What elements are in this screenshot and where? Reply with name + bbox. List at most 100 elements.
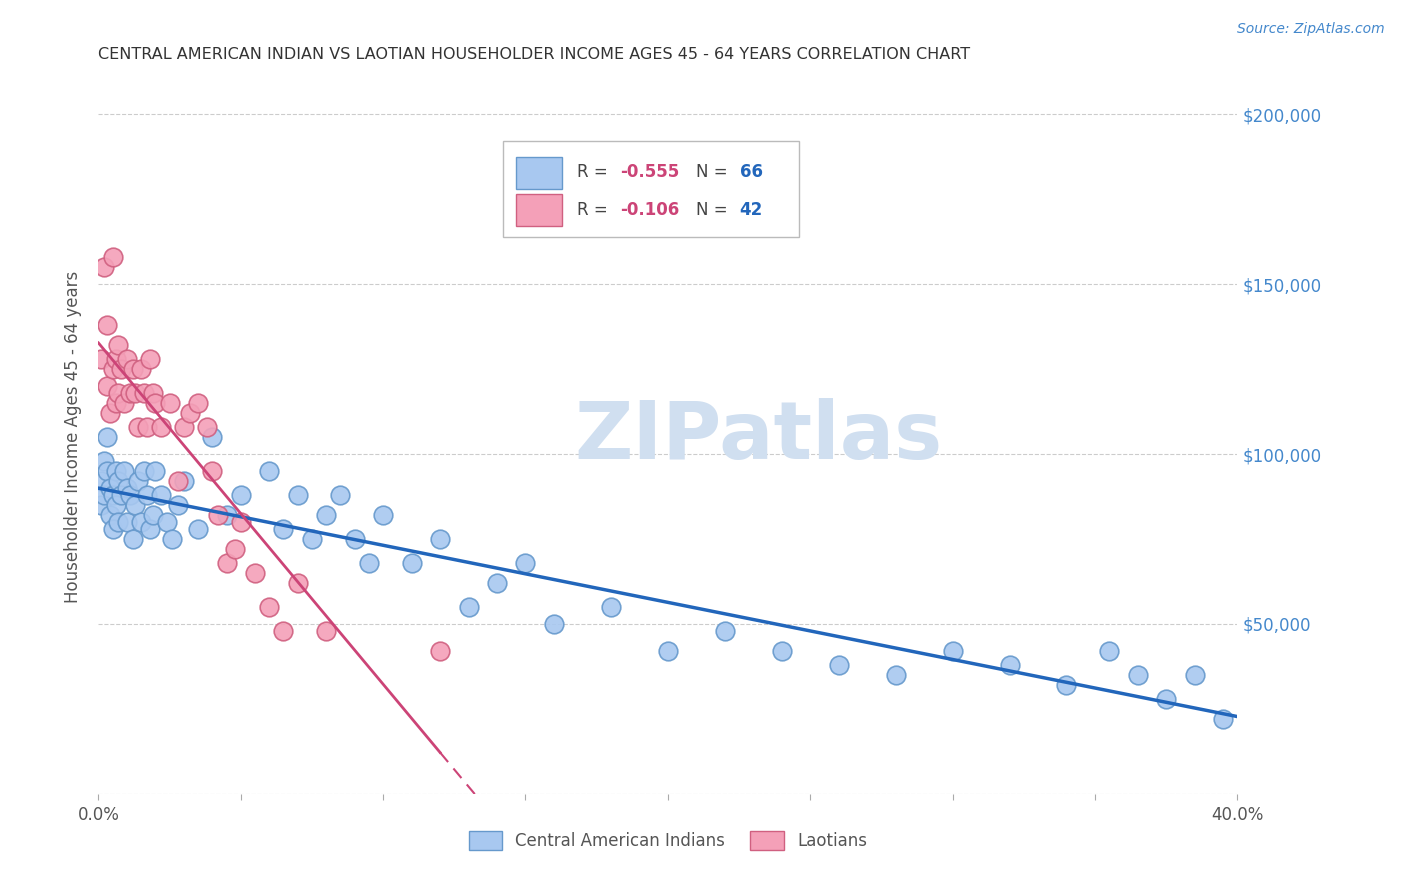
Point — [138, 522, 160, 536]
Point — [429, 532, 451, 546]
Point — [150, 488, 173, 502]
Point — [127, 475, 149, 489]
Point — [224, 542, 246, 557]
Point — [145, 464, 167, 478]
Point — [315, 508, 337, 523]
Text: Source: ZipAtlas.com: Source: ZipAtlas.com — [1237, 22, 1385, 37]
Point — [101, 250, 124, 264]
Point — [104, 464, 127, 478]
Point — [657, 644, 679, 658]
Point — [159, 396, 181, 410]
Point — [243, 566, 266, 580]
Point — [156, 515, 179, 529]
Point — [104, 396, 127, 410]
Text: R =: R = — [576, 162, 613, 180]
Point — [1154, 691, 1177, 706]
FancyBboxPatch shape — [503, 141, 799, 237]
Point — [90, 475, 112, 489]
Point — [121, 532, 143, 546]
Point — [259, 464, 281, 478]
Point — [167, 498, 190, 512]
Point — [96, 464, 118, 478]
Point — [215, 508, 238, 523]
Point — [150, 420, 173, 434]
Point — [135, 488, 157, 502]
Point — [129, 362, 152, 376]
Point — [1056, 678, 1078, 692]
Point — [101, 522, 124, 536]
Text: -0.106: -0.106 — [620, 202, 679, 219]
Point — [187, 522, 209, 536]
Point — [401, 556, 423, 570]
Text: 66: 66 — [740, 162, 762, 180]
Point — [104, 351, 127, 366]
Point — [90, 498, 112, 512]
Point — [429, 644, 451, 658]
Point — [138, 351, 160, 366]
Point — [179, 406, 201, 420]
Point — [121, 362, 143, 376]
Point — [273, 522, 295, 536]
Point — [124, 498, 146, 512]
Point — [98, 508, 121, 523]
Point — [96, 430, 118, 444]
Point — [828, 657, 851, 672]
Point — [107, 385, 129, 400]
Point — [118, 488, 141, 502]
Point — [118, 385, 141, 400]
Point — [942, 644, 965, 658]
Point — [287, 576, 309, 591]
Text: CENTRAL AMERICAN INDIAN VS LAOTIAN HOUSEHOLDER INCOME AGES 45 - 64 YEARS CORRELA: CENTRAL AMERICAN INDIAN VS LAOTIAN HOUSE… — [98, 47, 970, 62]
Point — [173, 475, 195, 489]
Point — [167, 475, 190, 489]
Legend: Central American Indians, Laotians: Central American Indians, Laotians — [463, 824, 873, 857]
Point — [112, 464, 135, 478]
Point — [215, 556, 238, 570]
Text: N =: N = — [696, 162, 733, 180]
Text: R =: R = — [576, 202, 613, 219]
Point — [315, 624, 337, 638]
Point — [357, 556, 380, 570]
Text: -0.555: -0.555 — [620, 162, 679, 180]
Point — [273, 624, 295, 638]
Point — [110, 362, 132, 376]
Point — [162, 532, 184, 546]
Point — [201, 430, 224, 444]
FancyBboxPatch shape — [516, 157, 562, 189]
Point — [132, 385, 155, 400]
Point — [135, 420, 157, 434]
Point — [115, 515, 138, 529]
Point — [207, 508, 229, 523]
Point — [1184, 668, 1206, 682]
Point — [259, 599, 281, 614]
Point — [96, 318, 118, 332]
Text: N =: N = — [696, 202, 733, 219]
Point — [98, 481, 121, 495]
FancyBboxPatch shape — [516, 194, 562, 226]
Point — [141, 508, 163, 523]
Point — [93, 454, 115, 468]
Point — [1126, 668, 1149, 682]
Point — [93, 488, 115, 502]
Point — [107, 515, 129, 529]
Point — [93, 260, 115, 275]
Point — [104, 498, 127, 512]
Point — [543, 617, 565, 632]
Point — [1098, 644, 1121, 658]
Point — [107, 475, 129, 489]
Point — [115, 481, 138, 495]
Text: 42: 42 — [740, 202, 763, 219]
Text: ZIPatlas: ZIPatlas — [575, 398, 943, 476]
Point — [1212, 712, 1234, 726]
Point — [101, 362, 124, 376]
Point — [124, 385, 146, 400]
Point — [145, 396, 167, 410]
Point — [112, 396, 135, 410]
Point — [115, 351, 138, 366]
Point — [770, 644, 793, 658]
Point — [515, 556, 537, 570]
Point — [884, 668, 907, 682]
Point — [98, 406, 121, 420]
Point — [141, 385, 163, 400]
Point — [329, 488, 352, 502]
